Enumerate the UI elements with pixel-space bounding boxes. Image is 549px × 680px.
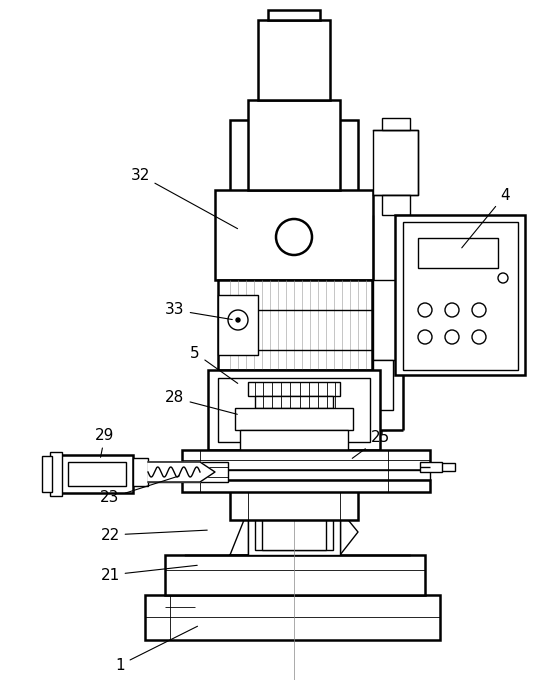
Text: 21: 21	[100, 565, 197, 583]
Text: 5: 5	[190, 345, 238, 384]
Bar	[240, 430, 348, 450]
Circle shape	[445, 303, 459, 317]
Bar	[373, 360, 393, 410]
Circle shape	[472, 303, 486, 317]
Text: 25: 25	[352, 430, 390, 458]
Bar	[235, 408, 353, 430]
Bar	[258, 20, 330, 100]
Circle shape	[418, 303, 432, 317]
Text: 23: 23	[100, 476, 180, 505]
Bar	[395, 215, 525, 375]
Bar	[382, 118, 410, 130]
Bar	[218, 378, 370, 442]
Bar	[50, 452, 62, 496]
Circle shape	[498, 273, 508, 283]
Text: 33: 33	[165, 303, 232, 320]
Bar	[145, 595, 440, 640]
Text: 32: 32	[130, 167, 238, 228]
Bar	[182, 480, 430, 492]
Bar	[373, 130, 418, 195]
Bar	[218, 295, 258, 355]
Text: 4: 4	[462, 188, 510, 248]
Bar	[148, 462, 228, 482]
Bar	[208, 370, 380, 450]
Circle shape	[472, 330, 486, 344]
Bar	[248, 470, 340, 555]
Bar	[215, 190, 373, 280]
Bar	[255, 485, 333, 550]
Bar	[248, 382, 340, 396]
Bar	[248, 100, 340, 190]
Bar	[363, 425, 375, 435]
Circle shape	[276, 219, 312, 255]
Bar	[182, 450, 430, 470]
Bar	[58, 455, 133, 493]
Text: 29: 29	[96, 428, 115, 457]
Circle shape	[236, 318, 240, 322]
Text: 1: 1	[115, 626, 198, 673]
Circle shape	[228, 310, 248, 330]
Text: 22: 22	[100, 528, 207, 543]
Bar	[373, 280, 403, 360]
Bar	[255, 396, 333, 408]
Bar	[262, 500, 326, 550]
Circle shape	[418, 330, 432, 344]
Bar	[382, 195, 410, 215]
Bar	[165, 555, 425, 595]
Bar	[230, 120, 358, 520]
Bar	[68, 462, 126, 486]
Bar	[218, 280, 372, 370]
Bar	[430, 463, 455, 471]
Bar	[420, 462, 442, 472]
Bar	[403, 222, 518, 370]
Circle shape	[445, 330, 459, 344]
Bar	[418, 238, 498, 268]
Bar	[182, 470, 430, 480]
Bar	[42, 456, 52, 492]
Bar	[133, 458, 148, 486]
Bar	[268, 10, 320, 20]
Text: 28: 28	[165, 390, 237, 414]
Polygon shape	[148, 462, 215, 482]
Polygon shape	[185, 510, 410, 555]
